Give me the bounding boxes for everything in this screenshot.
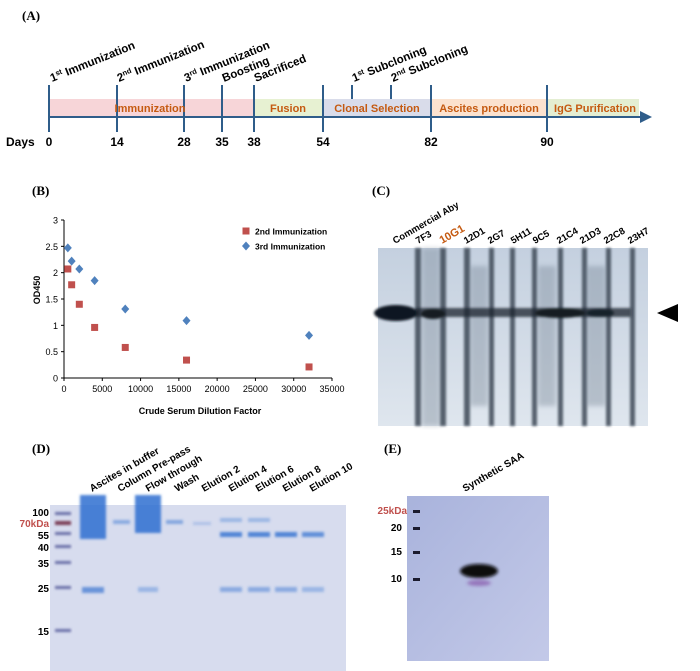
y-tick-label: 1 <box>53 321 58 331</box>
point-2nd-immunization <box>183 356 191 364</box>
x-tick-label: 25000 <box>243 384 268 394</box>
blot-e-marker: 10 <box>391 574 403 585</box>
lane-label: 23H7 <box>626 226 651 247</box>
y-tick-label: 0.5 <box>45 347 58 357</box>
lane-label: 12D1 <box>462 225 488 246</box>
legend-marker <box>242 241 250 251</box>
lane-label-highlight: 10G1 <box>438 223 467 247</box>
x-tick-label: 35000 <box>319 384 344 394</box>
blot-e-marker: 15 <box>391 547 403 558</box>
point-2nd-immunization <box>64 265 72 273</box>
y-axis-label: OD450 <box>32 276 42 305</box>
x-tick-label: 15000 <box>166 384 191 394</box>
phase-label-ascites: Ascites production <box>439 103 539 115</box>
panel-d-label: (D) <box>32 441 51 456</box>
phase-label-fusion: Fusion <box>270 103 306 115</box>
marker-label: 25 <box>38 584 50 595</box>
marker-label: 100 <box>32 508 49 519</box>
marker-label-highlight: 70kDa <box>20 519 50 530</box>
western-blot-e: 25kDa 20 15 10 Synthetic SAA <box>378 451 549 661</box>
x-tick-label: 30000 <box>281 384 306 394</box>
marker-label: 15 <box>38 627 50 638</box>
phase-label-igg: IgG Purification <box>554 103 636 115</box>
y-tick-label: 0 <box>53 374 58 384</box>
sds-page-gel-d: 100 70kDa 55 40 35 25 15 Ascites in buff… <box>20 444 355 671</box>
point-3rd-immunization <box>182 316 191 326</box>
point-3rd-immunization <box>63 243 72 253</box>
panel-e-label: (E) <box>384 441 402 456</box>
phase-bar-fusion <box>253 99 323 117</box>
panel-c-label: (C) <box>372 183 391 198</box>
day-tick: 0 <box>46 135 53 149</box>
day-tick: 14 <box>110 135 124 149</box>
y-tick-label: 3 <box>53 216 58 226</box>
point-2nd-immunization <box>91 323 99 331</box>
point-2nd-immunization <box>305 363 313 371</box>
legend-label: 3rd Immunization <box>255 242 325 252</box>
day-tick: 54 <box>316 135 330 149</box>
marker-label: 55 <box>38 531 50 542</box>
point-2nd-immunization <box>75 300 83 308</box>
panel-b-label: (B) <box>32 183 50 198</box>
panel-a-label: (A) <box>22 8 41 23</box>
point-2nd-immunization <box>121 343 129 351</box>
x-axis-label: Crude Serum Dilution Factor <box>139 406 262 416</box>
point-3rd-immunization <box>75 264 84 274</box>
phase-bar-ascites <box>431 99 547 117</box>
lane-label: 9C5 <box>531 228 552 247</box>
od450-scatter-chart: 0 0.5 1 1.5 2 2.5 3 0 5000 10000 15000 20000 25000 30… <box>32 216 345 417</box>
point-2nd-immunization <box>68 281 76 289</box>
phase-bar-igg <box>547 99 639 117</box>
point-3rd-immunization <box>305 330 314 340</box>
lane-label: 21D3 <box>578 226 603 247</box>
point-3rd-immunization <box>67 256 76 266</box>
marker-label: 35 <box>38 559 50 570</box>
target-band-arrow-icon <box>657 304 678 322</box>
y-tick-label: 2 <box>53 268 58 278</box>
lane-label: 21C4 <box>555 225 581 246</box>
blot-e-marker-highlight: 25kDa <box>378 506 408 517</box>
y-tick-label: 1.5 <box>45 295 58 305</box>
legend-label: 2nd Immunization <box>255 227 327 237</box>
western-blot-c: Commercial Aby 7F3 10G1 12D1 2G7 5H11 9C… <box>374 199 678 426</box>
x-tick-label: 0 <box>61 384 66 394</box>
day-tick: 82 <box>424 135 438 149</box>
immunization-timeline: 1st Immunization 2nd Immunization 3rd Im… <box>6 39 652 149</box>
timeline-arrowhead-icon <box>640 111 652 123</box>
y-tick-label: 2.5 <box>45 242 58 252</box>
x-tick-label: 20000 <box>205 384 230 394</box>
day-tick: 35 <box>215 135 229 149</box>
lane-label: 5H11 <box>509 226 534 247</box>
day-tick: 90 <box>540 135 554 149</box>
blot-e-marker: 20 <box>391 523 403 534</box>
point-3rd-immunization <box>90 276 99 286</box>
legend-marker <box>242 227 250 235</box>
x-tick-label: 5000 <box>92 384 112 394</box>
lane-label: 2G7 <box>486 228 507 247</box>
marker-label: 40 <box>38 543 50 554</box>
day-tick: 38 <box>247 135 261 149</box>
phase-label-clonal-selection: Clonal Selection <box>334 103 420 115</box>
phase-label-immunization: Immunization <box>115 103 186 115</box>
x-tick-label: 10000 <box>128 384 153 394</box>
lane-label: 22C8 <box>602 226 627 247</box>
phase-bar-clonal-selection <box>323 99 431 117</box>
phase-bar-immunization <box>50 99 253 117</box>
day-tick: 28 <box>177 135 191 149</box>
blot-e-lane-label: Synthetic SAA <box>461 451 526 495</box>
days-label: Days <box>6 135 35 149</box>
blot-e-membrane <box>407 496 549 661</box>
point-3rd-immunization <box>121 304 130 314</box>
